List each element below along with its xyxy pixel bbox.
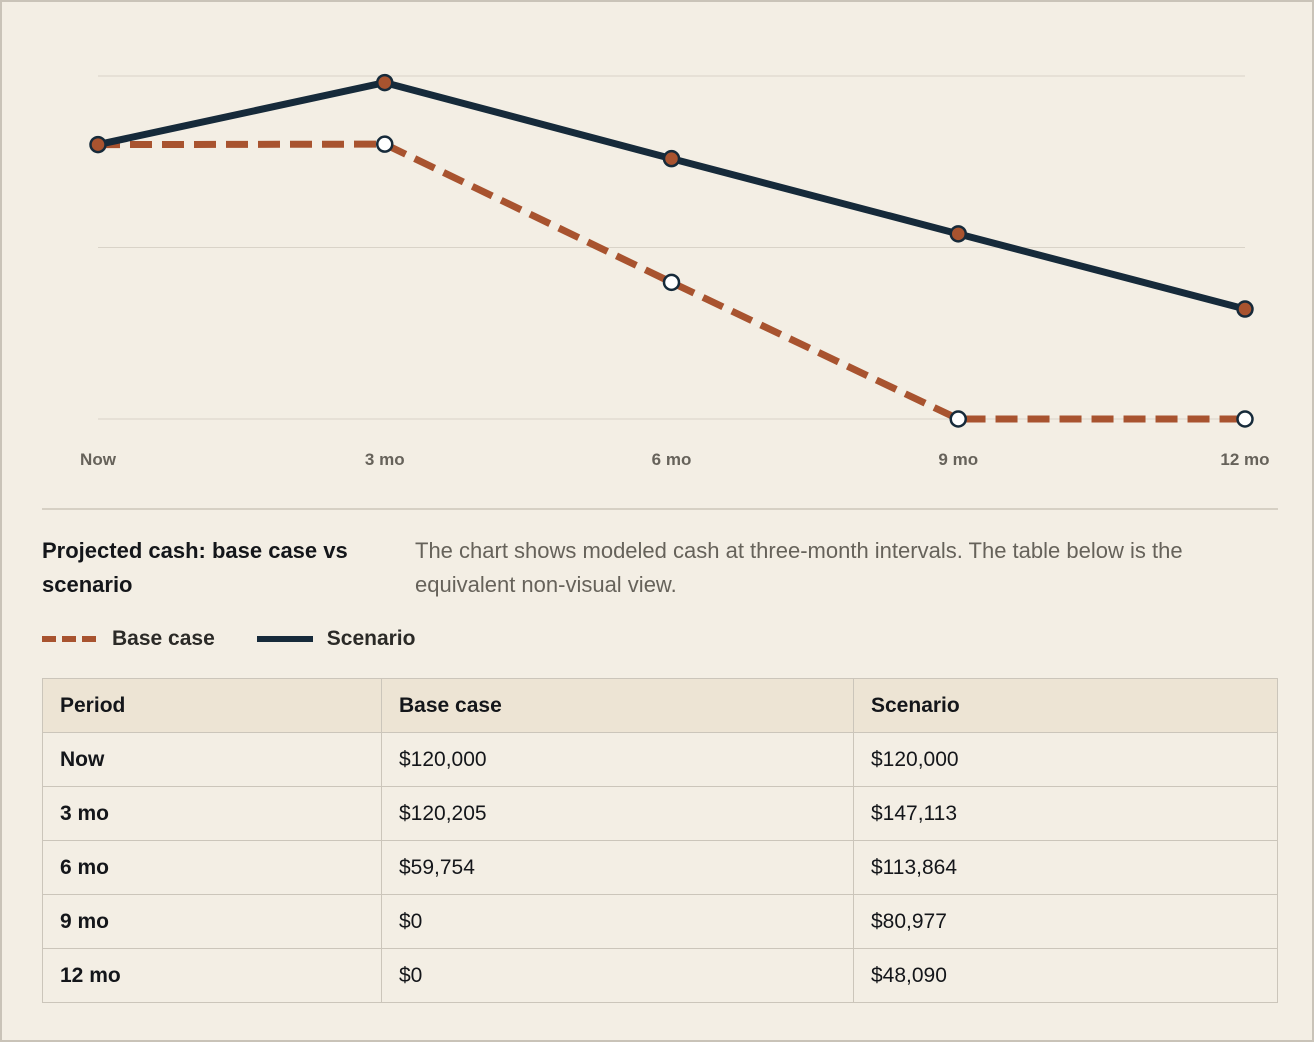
cell-scenario: $147,113 (853, 786, 1278, 841)
cell-scenario: $48,090 (853, 948, 1278, 1003)
line-chart: Now 3 mo 6 mo 9 mo 12 mo (80, 73, 1270, 469)
x-tick-label: 6 mo (652, 450, 692, 469)
table-row: Now $120,000 $120,000 (42, 732, 1278, 787)
scenario-point (662, 149, 681, 168)
x-tick-label: 12 mo (1220, 450, 1269, 469)
chart-title: Projected cash: base case vs scenario (42, 538, 348, 597)
base-case-point (949, 410, 967, 428)
table-row: 9 mo $0 $80,977 (42, 894, 1278, 949)
x-tick-label: 3 mo (365, 450, 405, 469)
base-case-point (1236, 410, 1254, 428)
cell-scenario: $80,977 (853, 894, 1278, 949)
cell-base-case: $120,205 (381, 786, 854, 841)
legend-label-base-case: Base case (112, 627, 215, 650)
cell-scenario: $113,864 (853, 840, 1278, 895)
x-tick-label: Now (80, 450, 117, 469)
table-row: 6 mo $59,754 $113,864 (42, 840, 1278, 895)
cell-base-case: $0 (381, 894, 854, 949)
legend-item-base-case: Base case (42, 627, 215, 651)
scenario-point (376, 73, 394, 92)
legend-label-scenario: Scenario (326, 627, 416, 650)
cell-period: 6 mo (42, 840, 382, 895)
x-tick-label: 9 mo (938, 450, 978, 469)
legend-swatch-base-case (42, 636, 98, 642)
cell-base-case: $59,754 (381, 840, 854, 895)
base-case-point (662, 273, 681, 292)
divider (42, 508, 1278, 510)
cell-period: 12 mo (42, 948, 382, 1003)
header-period: Period (42, 678, 382, 733)
table-row: 3 mo $120,205 $147,113 (42, 786, 1278, 841)
data-table: Period Base case Scenario Now $120,000 $… (42, 678, 1278, 1003)
scenario-point (1236, 300, 1254, 318)
cell-scenario: $120,000 (853, 732, 1278, 787)
cell-base-case: $120,000 (381, 732, 854, 787)
scenario-point (89, 135, 107, 154)
header-base-case: Base case (381, 678, 854, 733)
chart-description: The chart shows modeled cash at three-mo… (415, 538, 1183, 597)
legend: Base case Scenario (42, 624, 457, 654)
cell-period: 3 mo (42, 786, 382, 841)
scenario-point (949, 225, 967, 243)
legend-item-scenario: Scenario (256, 627, 416, 651)
table-header-row: Period Base case Scenario (42, 678, 1278, 733)
table-row: 12 mo $0 $48,090 (42, 948, 1278, 1003)
base-case-point (376, 135, 394, 153)
cell-period: Now (42, 732, 382, 787)
cell-base-case: $0 (381, 948, 854, 1003)
cell-period: 9 mo (42, 894, 382, 949)
header-scenario: Scenario (853, 678, 1278, 733)
legend-swatch-scenario (256, 636, 313, 642)
